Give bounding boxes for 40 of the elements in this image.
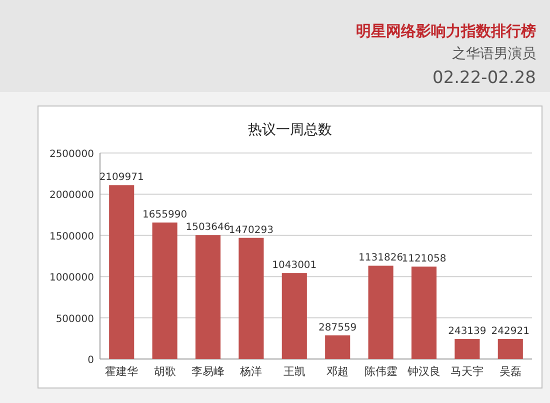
data-label: 243139 bbox=[448, 326, 486, 337]
chart-subtitle: 之华语男演员 bbox=[452, 46, 536, 62]
x-tick-label: 李易峰 bbox=[192, 365, 224, 378]
data-label: 1121058 bbox=[402, 254, 446, 265]
bar bbox=[368, 266, 394, 359]
x-tick-label: 霍建华 bbox=[105, 365, 138, 378]
x-tick-label: 钟汉良 bbox=[406, 365, 440, 378]
y-tick-label: 2500000 bbox=[49, 149, 94, 160]
y-tick-label: 2000000 bbox=[49, 190, 94, 202]
data-label: 1470293 bbox=[228, 224, 274, 236]
data-label: 1043001 bbox=[272, 260, 317, 272]
x-tick-label: 王凯 bbox=[283, 365, 306, 378]
x-tick-label: 邓超 bbox=[326, 365, 349, 378]
data-label: 242921 bbox=[491, 326, 530, 337]
y-tick-label: 0 bbox=[88, 355, 94, 366]
y-tick-label: 500000 bbox=[56, 314, 94, 325]
bar bbox=[498, 338, 523, 359]
bar bbox=[454, 338, 480, 359]
data-label: 1131826 bbox=[358, 252, 404, 264]
data-label: 1503646 bbox=[186, 222, 230, 234]
x-tick-label: 马天宇 bbox=[450, 365, 484, 378]
bar bbox=[238, 238, 264, 359]
chart-title: 明星网络影响力指数排行榜 bbox=[356, 22, 536, 40]
data-label: 287559 bbox=[318, 322, 357, 334]
bar bbox=[282, 273, 307, 359]
x-tick-label: 胡歌 bbox=[154, 365, 176, 378]
x-tick-label: 吴磊 bbox=[499, 365, 522, 378]
text: 热议一周总数 bbox=[248, 122, 332, 138]
y-tick-label: 1500000 bbox=[49, 231, 94, 242]
bar bbox=[109, 185, 134, 359]
bar bbox=[411, 266, 437, 359]
bar bbox=[325, 335, 350, 359]
data-label: 1655990 bbox=[142, 210, 188, 221]
y-tick-label: 1000000 bbox=[49, 272, 94, 284]
text: 02.22-02.28 bbox=[432, 68, 536, 88]
data-label: 2109971 bbox=[99, 172, 144, 184]
bar bbox=[152, 222, 178, 359]
x-tick-label: 陈伟霆 bbox=[364, 365, 398, 378]
x-tick-label: 杨洋 bbox=[239, 365, 262, 378]
bar bbox=[195, 235, 221, 359]
